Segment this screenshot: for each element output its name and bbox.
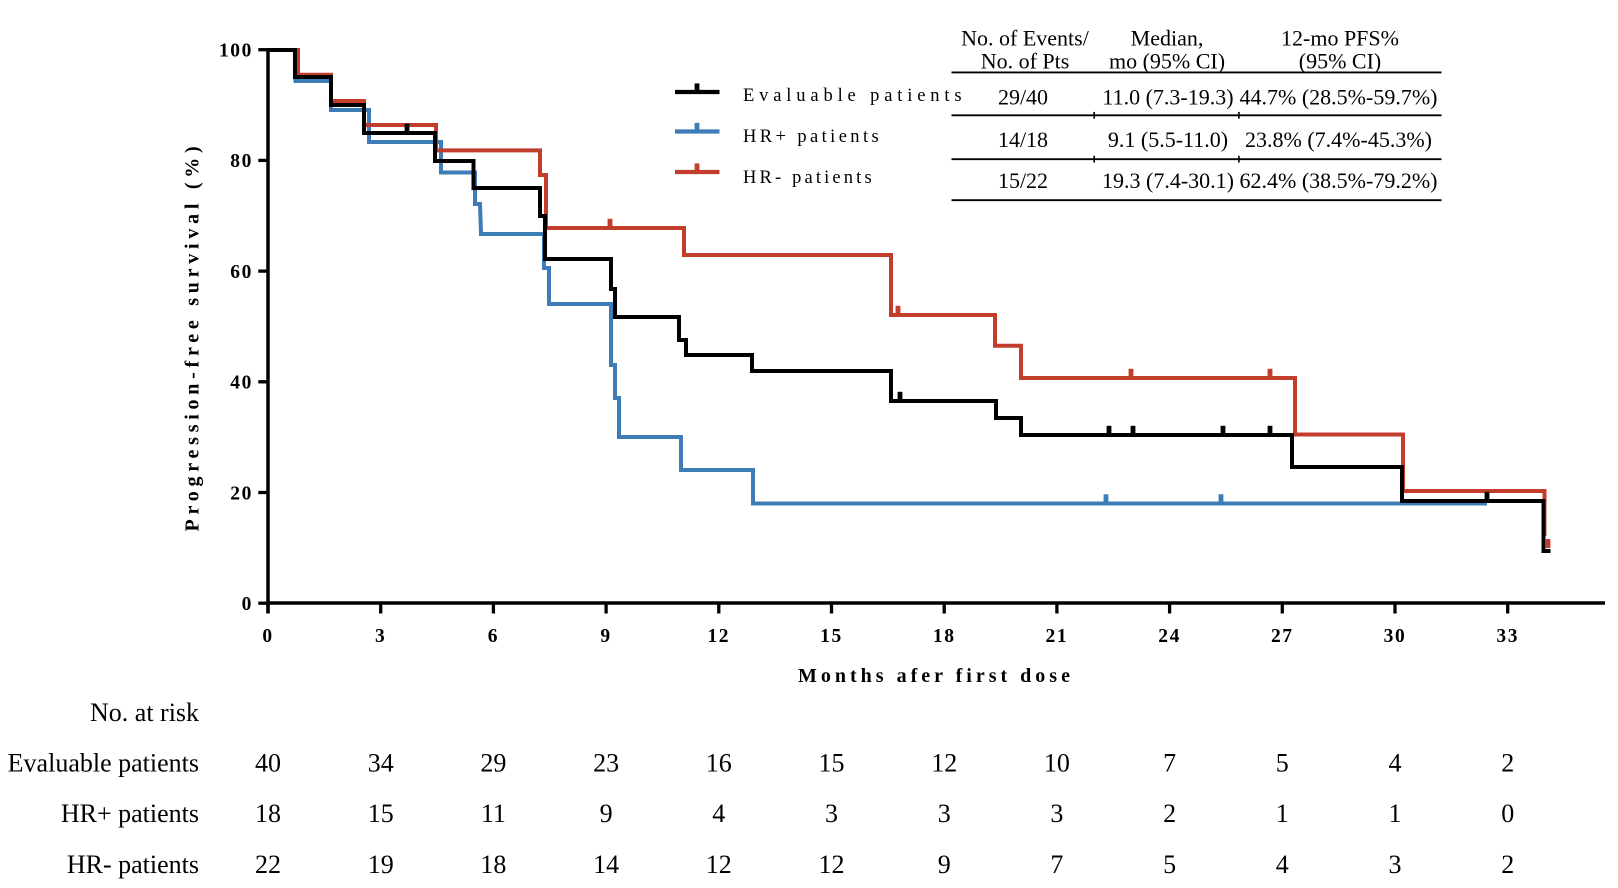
svg-text:0: 0	[1501, 799, 1514, 828]
svg-text:15: 15	[819, 749, 845, 778]
svg-text:12: 12	[706, 850, 732, 879]
svg-text:1: 1	[1389, 799, 1402, 828]
svg-text:3: 3	[938, 799, 951, 828]
svg-text:60: 60	[230, 262, 253, 283]
svg-text:3: 3	[375, 626, 386, 647]
svg-text:11.0 (7.3-19.3): 11.0 (7.3-19.3)	[1102, 85, 1233, 110]
svg-text:Median,: Median,	[1131, 26, 1204, 51]
svg-text:21: 21	[1046, 626, 1069, 647]
svg-text:27: 27	[1271, 626, 1294, 647]
svg-text:Months afer first dose: Months afer first dose	[798, 665, 1074, 687]
svg-text:34: 34	[368, 749, 394, 778]
svg-text:9: 9	[600, 799, 613, 828]
svg-text:14: 14	[593, 850, 619, 879]
svg-text:HR- patients: HR- patients	[743, 168, 875, 188]
svg-text:3: 3	[1050, 799, 1063, 828]
svg-text:29: 29	[480, 749, 506, 778]
svg-text:12: 12	[819, 850, 845, 879]
svg-text:4: 4	[712, 799, 725, 828]
svg-text:9: 9	[938, 850, 951, 879]
svg-text:11: 11	[481, 799, 506, 828]
svg-text:6: 6	[488, 626, 499, 647]
svg-text:44.7% (28.5%-59.7%): 44.7% (28.5%-59.7%)	[1240, 85, 1438, 110]
svg-text:100: 100	[219, 41, 253, 62]
svg-text:4: 4	[1389, 749, 1402, 778]
svg-text:Evaluable patients: Evaluable patients	[743, 86, 966, 106]
svg-text:HR- patients: HR- patients	[67, 850, 199, 879]
svg-text:19.3 (7.4-30.1): 19.3 (7.4-30.1)	[1102, 168, 1234, 193]
svg-text:No. of Pts: No. of Pts	[981, 48, 1070, 73]
svg-text:23: 23	[593, 749, 619, 778]
svg-text:2: 2	[1163, 799, 1176, 828]
svg-text:3: 3	[1389, 850, 1402, 879]
svg-text:18: 18	[480, 850, 506, 879]
svg-text:2: 2	[1501, 749, 1514, 778]
svg-text:HR+ patients: HR+ patients	[743, 127, 882, 147]
svg-text:12: 12	[931, 749, 957, 778]
svg-text:15/22: 15/22	[998, 168, 1048, 193]
svg-text:80: 80	[230, 151, 253, 172]
svg-text:15: 15	[820, 626, 843, 647]
svg-text:9: 9	[600, 626, 611, 647]
svg-text:18: 18	[255, 799, 281, 828]
svg-text:12-mo PFS%: 12-mo PFS%	[1281, 26, 1399, 51]
svg-text:9.1 (5.5-11.0): 9.1 (5.5-11.0)	[1108, 127, 1228, 152]
svg-text:7: 7	[1163, 749, 1176, 778]
svg-text:20: 20	[230, 483, 253, 504]
svg-text:No. of Events/: No. of Events/	[961, 26, 1090, 51]
svg-text:24: 24	[1158, 626, 1181, 647]
svg-text:10: 10	[1044, 749, 1070, 778]
svg-text:No. at risk: No. at risk	[90, 698, 199, 727]
svg-text:HR+ patients: HR+ patients	[61, 799, 199, 828]
svg-text:mo (95% CI): mo (95% CI)	[1109, 48, 1225, 73]
svg-text:15: 15	[368, 799, 394, 828]
svg-text:3: 3	[825, 799, 838, 828]
svg-text:33: 33	[1496, 626, 1519, 647]
svg-text:22: 22	[255, 850, 281, 879]
svg-text:30: 30	[1384, 626, 1407, 647]
svg-text:29/40: 29/40	[998, 85, 1048, 110]
svg-text:2: 2	[1501, 850, 1514, 879]
svg-text:18: 18	[933, 626, 956, 647]
svg-text:19: 19	[368, 850, 394, 879]
svg-text:Evaluable patients: Evaluable patients	[8, 749, 199, 778]
svg-text:1: 1	[1276, 799, 1289, 828]
svg-text:23.8% (7.4%-45.3%): 23.8% (7.4%-45.3%)	[1245, 127, 1432, 152]
svg-text:62.4% (38.5%-79.2%): 62.4% (38.5%-79.2%)	[1240, 168, 1438, 193]
svg-text:7: 7	[1050, 850, 1063, 879]
svg-text:0: 0	[262, 626, 273, 647]
svg-text:(95% CI): (95% CI)	[1299, 48, 1381, 73]
svg-text:16: 16	[706, 749, 732, 778]
svg-text:40: 40	[255, 749, 281, 778]
svg-text:0: 0	[242, 594, 253, 615]
svg-text:40: 40	[230, 373, 253, 394]
svg-text:4: 4	[1276, 850, 1289, 879]
svg-text:5: 5	[1276, 749, 1289, 778]
svg-text:Progression-free survival (%): Progression-free survival (%)	[182, 142, 204, 532]
svg-text:12: 12	[707, 626, 730, 647]
svg-text:14/18: 14/18	[998, 127, 1048, 152]
svg-text:5: 5	[1163, 850, 1176, 879]
